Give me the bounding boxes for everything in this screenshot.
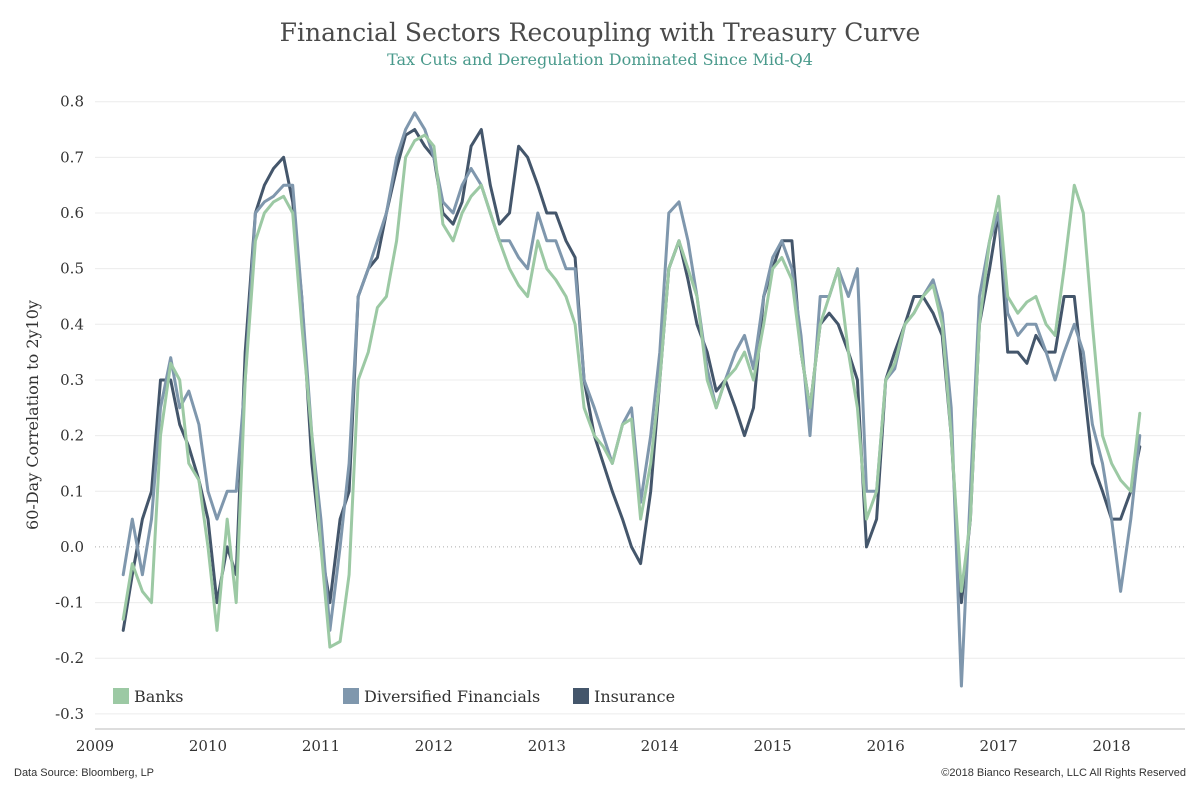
legend-swatch — [113, 688, 129, 704]
legend: Banks Diversified Financials Insurance — [113, 687, 675, 706]
x-axis-ticks: 2009 2010 2011 2012 2013 2014 2015 2016 2017 2018 — [76, 728, 1185, 755]
y-tick-label: 0.0 — [60, 538, 84, 556]
y-axis-label: 60-Day Correlation to 2y10y — [23, 300, 42, 530]
x-tick-label: 2010 — [189, 737, 227, 755]
y-tick-label: 0.4 — [60, 315, 84, 333]
x-tick-label: 2015 — [754, 737, 792, 755]
series-line-diversified-financials — [121, 111, 1142, 688]
legend-swatch — [573, 688, 589, 704]
legend-item-insurance: Insurance — [573, 687, 675, 706]
y-tick-label: 0.5 — [60, 260, 84, 278]
data-source: Data Source: Bloomberg, LP — [14, 767, 155, 779]
x-tick-label: 2013 — [528, 737, 566, 755]
legend-swatch — [343, 688, 359, 704]
x-tick-label: 2016 — [867, 737, 905, 755]
y-axis-ticks: 0.8 0.7 0.6 0.5 0.4 0.3 0.2 0.1 0.0 -0.1 -0.2 -0.3 — [55, 93, 84, 723]
y-tick-label: -0.3 — [55, 705, 84, 723]
y-tick-label: 0.3 — [60, 371, 84, 389]
x-tick-label: 2014 — [641, 737, 679, 755]
grid-lines — [95, 101, 1185, 715]
chart-title: Financial Sectors Recoupling with Treasu… — [279, 18, 921, 47]
copyright: ©2018 Bianco Research, LLC All Rights Re… — [941, 767, 1186, 779]
x-tick-label: 2012 — [415, 737, 453, 755]
legend-label: Diversified Financials — [364, 687, 540, 706]
x-tick-label: 2018 — [1092, 737, 1130, 755]
x-tick-label: 2017 — [980, 737, 1018, 755]
y-tick-label: -0.2 — [55, 649, 84, 667]
legend-item-diversified-financials: Diversified Financials — [343, 687, 540, 706]
y-tick-label: 0.1 — [60, 482, 84, 500]
legend-label: Banks — [134, 687, 184, 706]
y-tick-label: 0.2 — [60, 427, 84, 445]
series-lines — [121, 111, 1142, 688]
y-tick-label: 0.6 — [60, 204, 84, 222]
chart-subtitle: Tax Cuts and Deregulation Dominated Sinc… — [387, 50, 813, 69]
legend-label: Insurance — [594, 687, 675, 706]
y-tick-label: 0.8 — [60, 93, 84, 111]
series-line-banks — [121, 133, 1142, 649]
legend-item-banks: Banks — [113, 687, 184, 706]
x-tick-label: 2009 — [76, 737, 114, 755]
y-tick-label: -0.1 — [55, 594, 84, 612]
y-tick-label: 0.7 — [60, 148, 84, 166]
x-tick-label: 2011 — [302, 737, 340, 755]
